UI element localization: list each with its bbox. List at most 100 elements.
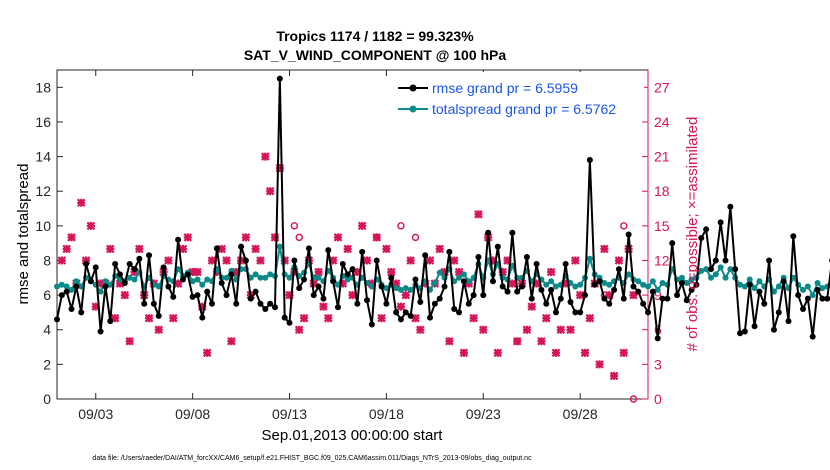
assimilated-count-marker — [624, 244, 633, 254]
y-tick-label: 12 — [35, 183, 51, 199]
rmse-point — [562, 260, 569, 267]
rmse-point — [344, 271, 351, 278]
y2-tick-label: 0 — [654, 391, 662, 407]
spread-point — [436, 269, 443, 276]
x-tick-label: 09/18 — [369, 406, 404, 422]
spread-point — [431, 279, 438, 286]
assimilated-count-marker — [125, 337, 134, 346]
legend-rmse-label: rmse grand pr = 6.5959 — [432, 80, 578, 96]
assimilated-count-marker — [62, 244, 71, 254]
rmse-point — [223, 292, 230, 299]
rmse-point — [582, 292, 589, 299]
rmse-point — [804, 295, 811, 302]
spread-point — [407, 286, 414, 293]
assimilated-count-marker — [362, 256, 372, 265]
assimilated-count-marker — [595, 360, 604, 369]
rmse-point — [218, 279, 225, 286]
assimilated-count-marker — [541, 313, 551, 323]
rmse-point — [160, 264, 167, 271]
spread-point — [804, 283, 811, 290]
rmse-point — [388, 274, 395, 281]
spread-point — [252, 271, 259, 278]
rmse-point — [480, 292, 487, 299]
rmse-point — [586, 157, 593, 164]
assimilated-count-marker — [236, 256, 246, 265]
rmse-point — [209, 300, 216, 307]
rmse-point — [557, 295, 564, 302]
rmse-point — [543, 300, 550, 307]
spread-point — [58, 281, 65, 288]
assimilated-count-marker — [81, 256, 91, 265]
assimilated-count-marker — [614, 256, 624, 265]
data-file-footer: data file: /Users/raeder/DAI/ATM_forcXX/… — [92, 455, 532, 462]
y2-tick-label: 3 — [654, 356, 662, 372]
rmse-point — [611, 286, 618, 293]
rmse-point — [509, 229, 516, 236]
rmse-point — [436, 295, 443, 302]
y-tick-label: 2 — [43, 356, 51, 372]
rmse-point — [514, 288, 521, 295]
rmse-point — [121, 279, 128, 286]
rmse-point — [756, 288, 763, 295]
assimilated-count-marker — [353, 267, 362, 277]
rmse-point — [465, 300, 472, 307]
legend-box — [390, 72, 644, 120]
rmse-point — [795, 292, 802, 299]
y-tick-label: 14 — [35, 149, 51, 165]
assimilated-count-marker — [207, 256, 217, 265]
assimilated-count-marker — [110, 313, 120, 323]
rmse-point — [112, 260, 119, 267]
possible-count-marker — [290, 222, 299, 230]
rmse-point — [722, 257, 729, 264]
rmse-point — [606, 300, 613, 307]
assimilated-count-marker — [600, 244, 609, 254]
rmse-point — [601, 295, 608, 302]
assimilated-count-marker — [120, 290, 130, 300]
rmse-point — [334, 304, 341, 311]
rmse-point — [146, 252, 153, 259]
spread-point — [712, 271, 719, 278]
possible-count-marker — [373, 233, 381, 242]
y-axis-left: 0 2 4 6 8 10 12 14 16 18 — [35, 79, 63, 407]
assimilated-count-marker — [445, 337, 454, 346]
obs-count-markers — [57, 152, 638, 403]
assimilated-count-marker — [154, 325, 164, 335]
rmse-point — [775, 309, 782, 316]
rmse-point — [654, 335, 661, 342]
rmse-point — [596, 278, 603, 285]
spread-point — [54, 283, 60, 290]
y-axis-right-label: # of obs: o=possible; ×=assimilated — [684, 117, 701, 352]
rmse-point — [238, 243, 245, 250]
x-axis: 09/03 09/08 09/13 09/18 09/23 09/28 — [78, 70, 598, 422]
spread-point — [68, 286, 75, 293]
spread-point — [276, 243, 283, 250]
assimilated-count-marker — [454, 267, 464, 277]
assimilated-count-marker — [67, 233, 76, 242]
y-tick-label: 18 — [35, 79, 51, 95]
spread-point — [698, 267, 705, 274]
assimilated-count-marker — [265, 186, 275, 196]
rmse-point — [640, 300, 647, 307]
assimilated-count-marker — [328, 256, 338, 265]
rmse-point — [417, 299, 424, 306]
series-layer — [54, 75, 830, 342]
rmse-point — [766, 257, 773, 264]
assimilated-count-marker — [324, 313, 333, 323]
assimilated-count-marker — [522, 325, 532, 335]
rmse-point — [800, 305, 807, 312]
rmse-point — [746, 281, 753, 288]
rmse-point — [150, 300, 157, 307]
spread-point — [63, 283, 70, 290]
assimilated-count-marker — [619, 348, 629, 358]
rmse-point — [693, 281, 700, 288]
rmse-point — [267, 300, 274, 307]
rmse-point — [136, 255, 143, 262]
y2-tick-label: 18 — [654, 183, 670, 199]
rmse-point — [204, 288, 211, 295]
rmse-point — [131, 266, 138, 273]
assimilated-count-marker — [488, 256, 498, 265]
spread-point — [102, 278, 109, 285]
rmse-point — [179, 276, 186, 283]
assimilated-count-marker — [556, 325, 566, 335]
spread-point — [572, 283, 579, 290]
